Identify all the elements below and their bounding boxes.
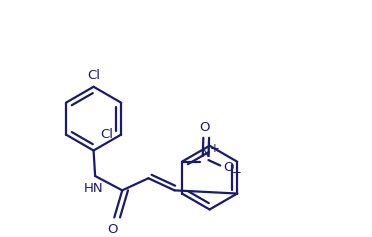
Text: +: + [210,142,219,155]
Text: O: O [223,161,233,173]
Text: N: N [201,147,211,160]
Text: Cl: Cl [87,69,100,82]
Text: −: − [231,166,241,179]
Text: O: O [200,121,210,134]
Text: O: O [108,223,118,236]
Text: HN: HN [84,182,103,195]
Text: Cl: Cl [100,128,113,141]
